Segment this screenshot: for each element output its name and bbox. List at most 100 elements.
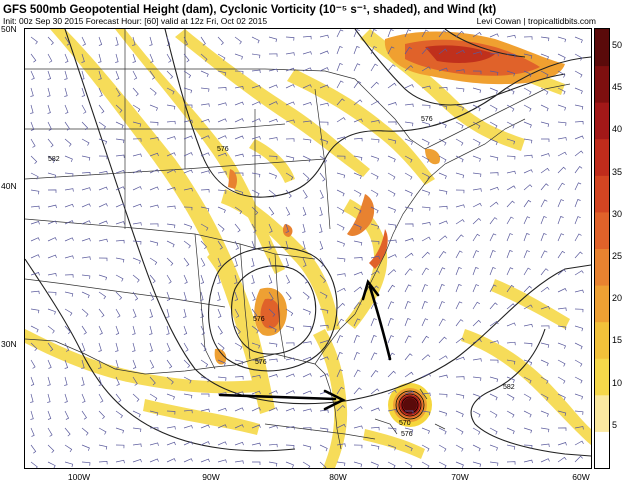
wind-barb	[234, 153, 244, 158]
wind-barb	[234, 70, 244, 75]
wind-barb	[455, 49, 465, 55]
height-contours	[25, 29, 591, 457]
wind-barb	[574, 455, 583, 463]
wind-barb	[132, 291, 139, 301]
wind-barb	[98, 170, 108, 175]
wind-barb	[523, 87, 532, 95]
wind-barb	[64, 325, 71, 335]
wind-barb	[404, 155, 413, 163]
wind-barb	[252, 461, 261, 465]
wind-barb	[438, 172, 447, 179]
wind-barb	[557, 359, 566, 367]
wind-barb	[285, 373, 295, 378]
wind-barb	[302, 444, 312, 450]
wind-barb	[251, 85, 261, 89]
wind-barb	[472, 155, 481, 162]
wind-barb	[421, 66, 431, 72]
wind-barb	[81, 138, 90, 146]
wind-barb	[523, 233, 530, 242]
wind-barb	[183, 359, 191, 369]
wind-barb	[166, 274, 172, 284]
wind-barb	[404, 172, 413, 180]
wind-barb	[200, 206, 210, 212]
wind-barb	[404, 427, 414, 433]
wind-barb	[98, 325, 103, 335]
wind-barb	[302, 206, 307, 216]
wind-barb	[336, 335, 344, 344]
colorbar-step	[595, 321, 609, 359]
wind-barb	[251, 154, 261, 159]
wind-barb	[234, 85, 244, 90]
wind-barb	[47, 204, 57, 209]
wind-barb	[506, 70, 516, 77]
wind-barb	[268, 390, 278, 395]
wind-barb	[268, 358, 278, 363]
wind-barb	[353, 137, 363, 142]
wind-barb	[404, 206, 414, 212]
wind-barb	[98, 427, 107, 435]
wind-barb	[523, 376, 532, 384]
wind-barb	[64, 172, 74, 177]
wind-barb	[149, 169, 159, 174]
wind-barb	[183, 425, 193, 429]
wind-barb	[370, 352, 378, 361]
wind-barb	[217, 359, 226, 367]
wind-barb	[217, 308, 222, 318]
wind-barb	[98, 36, 103, 46]
wind-barb	[523, 459, 533, 464]
wind-barb	[557, 325, 567, 331]
wind-barb	[489, 217, 498, 225]
wind-barb	[166, 169, 176, 174]
wind-barb	[200, 189, 210, 193]
wind-barb	[251, 424, 261, 429]
wind-barb	[574, 233, 582, 242]
wind-barb	[64, 274, 74, 278]
wind-barb	[336, 80, 344, 89]
wind-barb	[455, 172, 465, 179]
wind-barb	[98, 186, 108, 191]
wind-barb	[285, 67, 295, 72]
wind-barb	[251, 390, 261, 395]
wind-barb	[438, 104, 448, 110]
wind-barb	[455, 284, 462, 293]
wind-barb	[472, 121, 481, 129]
wind-barb	[64, 36, 70, 46]
wind-barb	[353, 81, 362, 89]
wind-barb	[455, 376, 465, 380]
wind-barb	[81, 237, 91, 242]
wind-barb	[251, 206, 259, 216]
wind-barb	[200, 118, 210, 123]
wind-barb	[268, 342, 278, 348]
wind-barb	[540, 458, 550, 463]
wind-barb	[132, 359, 137, 369]
wind-barb	[489, 410, 498, 418]
wind-barb	[98, 359, 102, 369]
wind-barb	[81, 53, 85, 63]
wind-barb	[404, 410, 414, 414]
wind-barb	[472, 338, 482, 344]
wind-barb	[64, 308, 73, 316]
wind-barb	[472, 393, 481, 400]
wind-barb	[574, 289, 584, 293]
wind-barb	[489, 52, 499, 57]
wind-barb	[268, 291, 274, 301]
colorbar-tick-label: 45	[612, 82, 623, 93]
wind-barb	[166, 152, 176, 157]
wind-barb	[336, 117, 346, 123]
wind-barb	[183, 291, 187, 301]
wind-barb	[489, 233, 497, 242]
wind-barb	[149, 121, 159, 126]
wind-barb	[302, 155, 311, 163]
wind-barb	[319, 340, 329, 344]
wind-barb	[421, 335, 430, 344]
wind-barb	[438, 336, 447, 344]
wind-barb	[557, 250, 566, 259]
wind-barb	[472, 301, 480, 310]
wind-barb	[472, 70, 482, 75]
wind-barb	[183, 187, 193, 192]
wind-barb	[234, 359, 244, 365]
wind-barb	[438, 251, 447, 259]
wind-barb	[149, 393, 158, 401]
wind-barb	[149, 458, 159, 463]
wind-barb	[285, 274, 291, 284]
